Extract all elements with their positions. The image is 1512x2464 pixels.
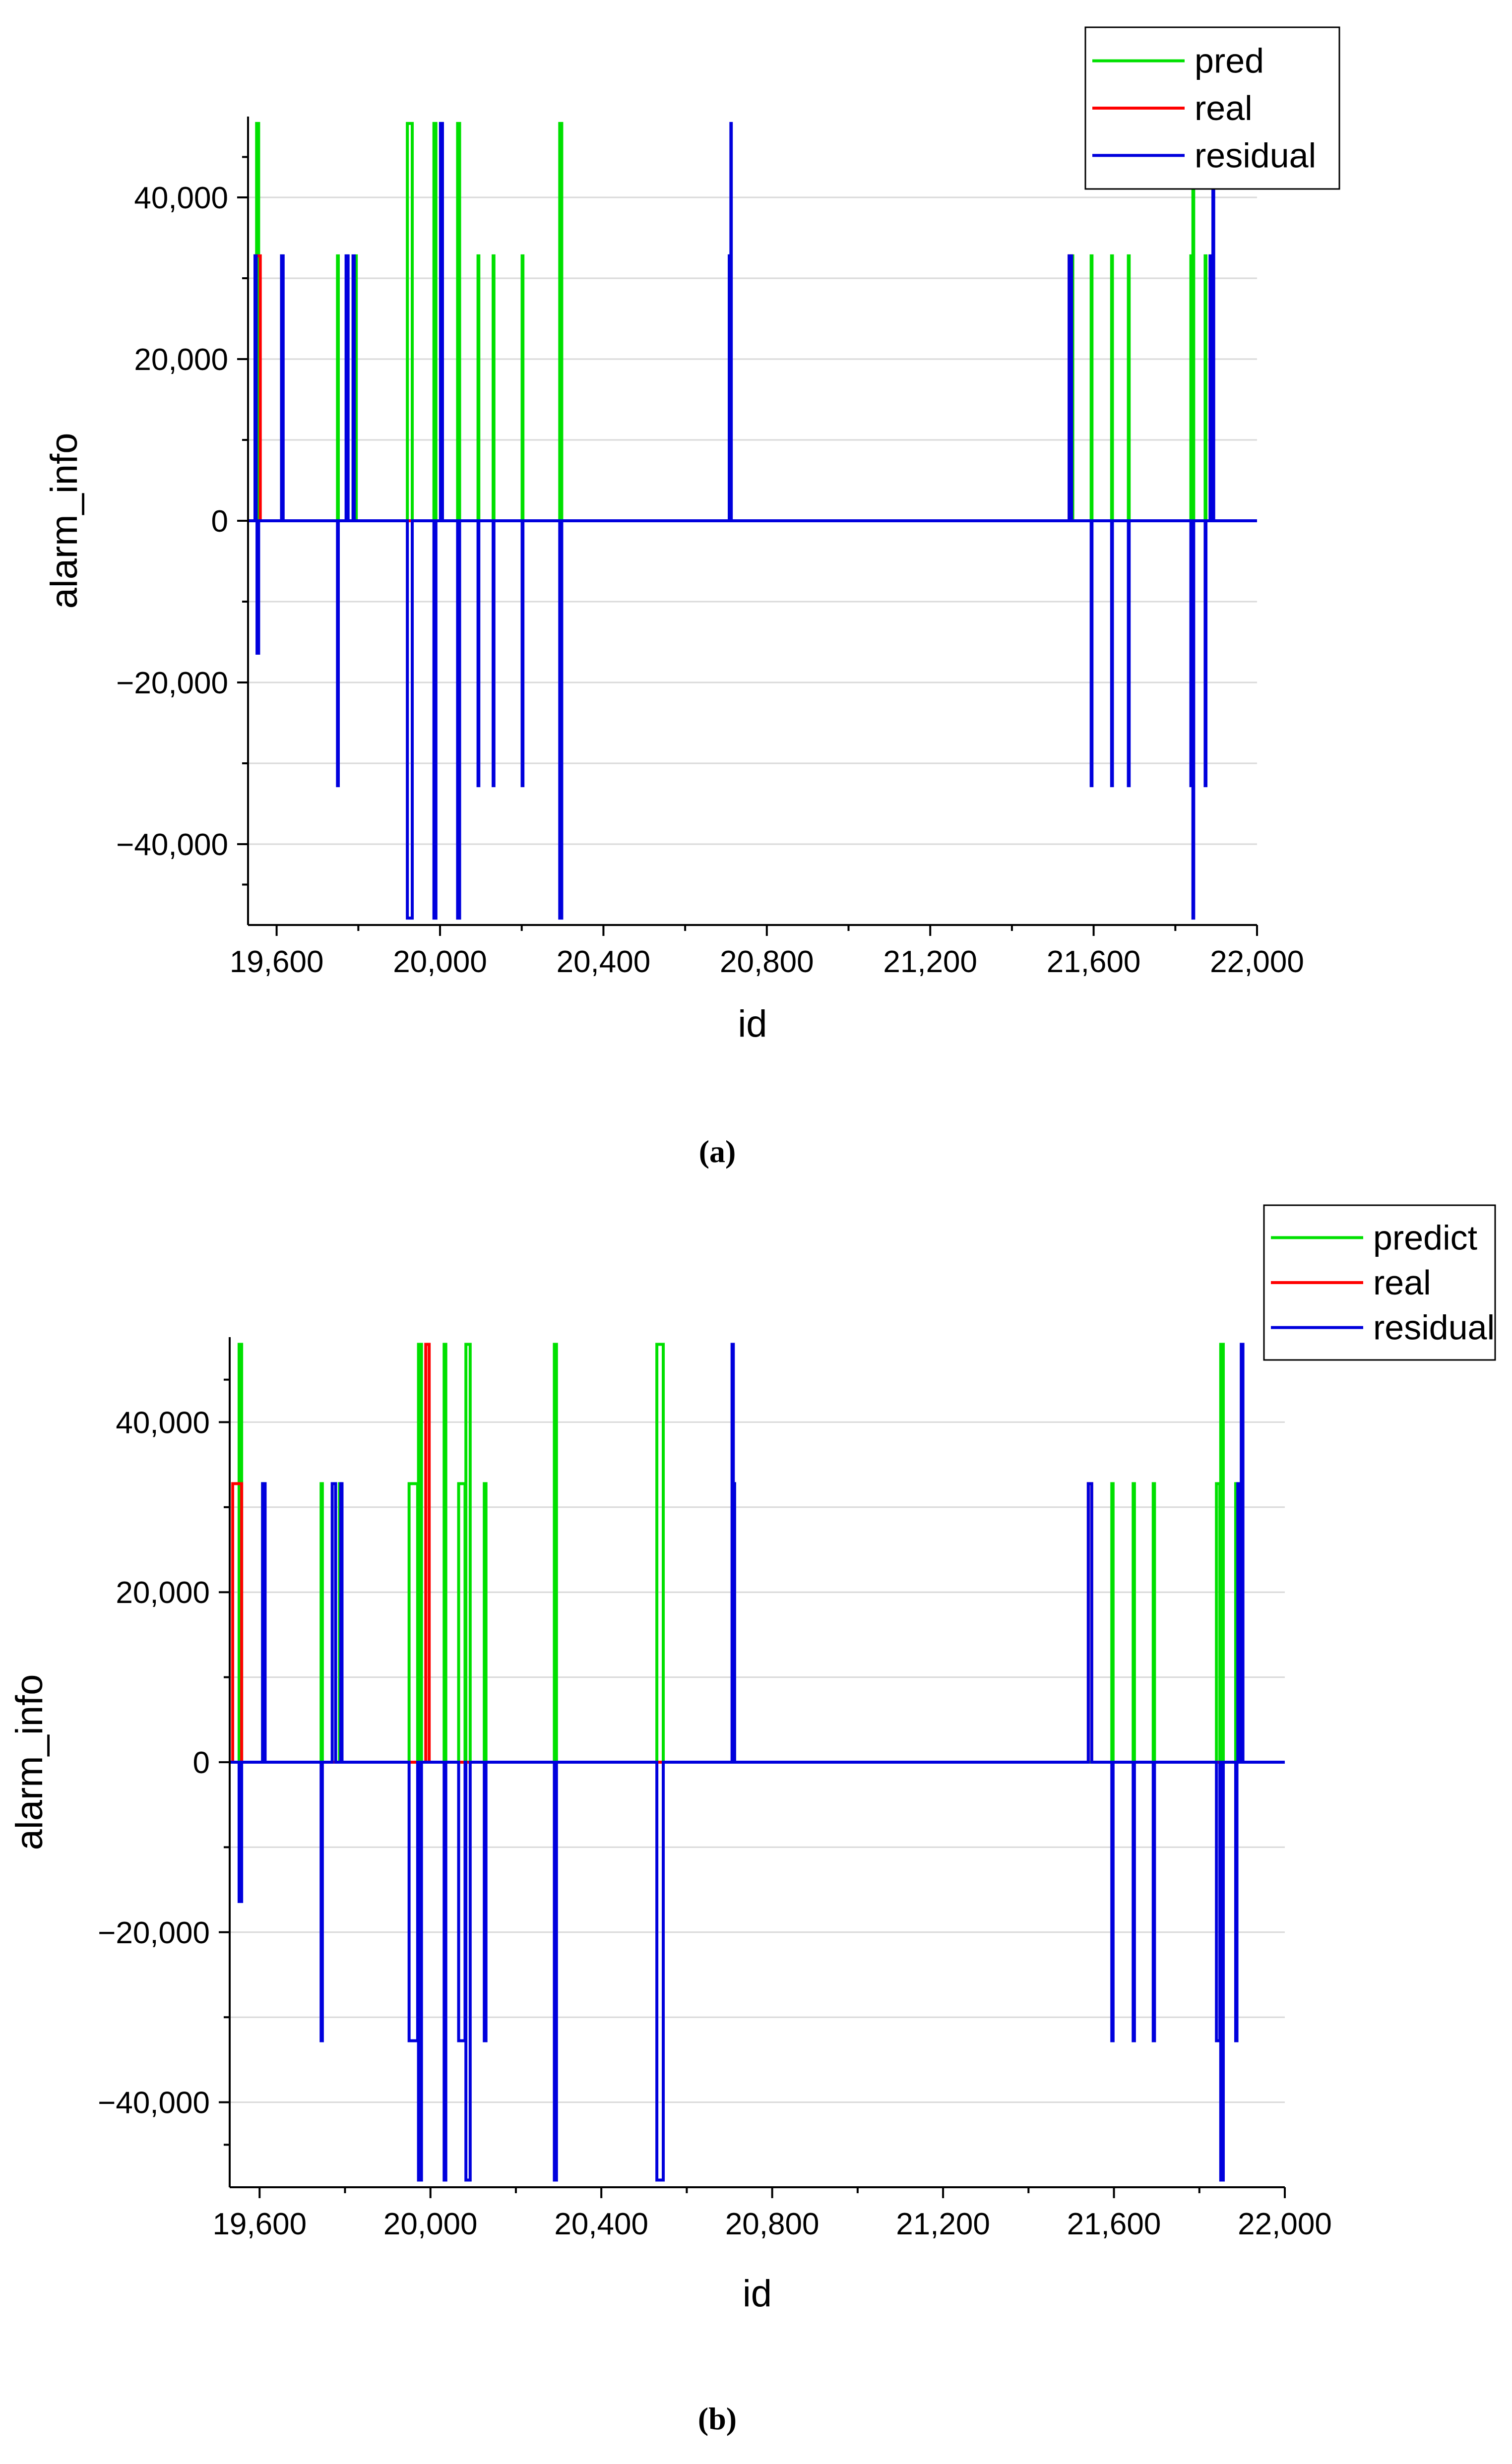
caption-a: (a)	[698, 1134, 736, 1169]
x-tick-label: 21,200	[883, 945, 977, 979]
y-tick-label: 0	[211, 504, 228, 539]
legend-label-residual: residual	[1195, 136, 1316, 175]
series-line-residual	[248, 122, 1257, 920]
legend-label-predict: predict	[1373, 1218, 1477, 1257]
y-tick-label: 0	[193, 1746, 210, 1780]
y-tick-label: 20,000	[134, 343, 228, 377]
legend-label-pred: pred	[1195, 42, 1264, 80]
axes: −40,000 −20,000 0 20,000 40,000 19,600 20,000 2…	[98, 1337, 1332, 2241]
legend: predict real residual	[1263, 1204, 1496, 1361]
x-tick-label: 22,000	[1210, 945, 1304, 979]
y-tick-label: −40,000	[98, 2086, 210, 2120]
y-tick-label: −20,000	[98, 1916, 210, 1950]
x-axis-label: id	[743, 2273, 772, 2315]
y-tick-label: 40,000	[134, 181, 228, 215]
y-tick-label: 40,000	[116, 1406, 210, 1440]
y-tick-label: 20,000	[116, 1576, 210, 1610]
y-tick-label: −20,000	[116, 666, 228, 700]
x-tick-label: 21,600	[1047, 945, 1141, 979]
legend: pred real residual	[1084, 26, 1340, 190]
series-line-predict	[230, 1343, 1285, 1764]
x-axis-label: id	[738, 1003, 767, 1045]
y-axis-label: alarm_info	[43, 433, 85, 609]
chart-panel-a: −40,000 −20,000 0 20,000 40,000 19,600 20,000 2…	[43, 26, 1340, 1045]
x-tick-label: 21,600	[1067, 2207, 1161, 2241]
x-tick-label: 19,600	[230, 945, 324, 979]
x-tick-label: 20,800	[725, 2207, 819, 2241]
axes: −40,000 −20,000 0 20,000 40,000 19,600 20,000 2…	[116, 117, 1304, 979]
series-line-residual	[230, 1343, 1285, 2182]
series-group	[230, 1343, 1285, 2182]
y-axis-label: alarm_info	[8, 1674, 51, 1850]
series-group	[248, 122, 1257, 920]
chart-panel-b: −40,000 −20,000 0 20,000 40,000 19,600 20,000 2…	[8, 1204, 1496, 2315]
y-tick-label: −40,000	[116, 828, 228, 862]
x-tick-label: 19,600	[212, 2207, 307, 2241]
x-tick-label: 20,400	[557, 945, 651, 979]
series-line-real	[230, 1343, 1285, 1764]
legend-label-residual: residual	[1373, 1308, 1495, 1347]
x-tick-label: 22,000	[1238, 2207, 1332, 2241]
caption-b: (b)	[697, 2401, 737, 2436]
x-tick-label: 20,000	[393, 945, 487, 979]
legend-label-real: real	[1195, 89, 1253, 127]
x-tick-label: 21,200	[896, 2207, 990, 2241]
x-tick-label: 20,000	[383, 2207, 478, 2241]
series-line-real	[248, 254, 1257, 522]
x-tick-label: 20,800	[720, 945, 814, 979]
legend-label-real: real	[1373, 1263, 1431, 1302]
x-tick-label: 20,400	[554, 2207, 648, 2241]
